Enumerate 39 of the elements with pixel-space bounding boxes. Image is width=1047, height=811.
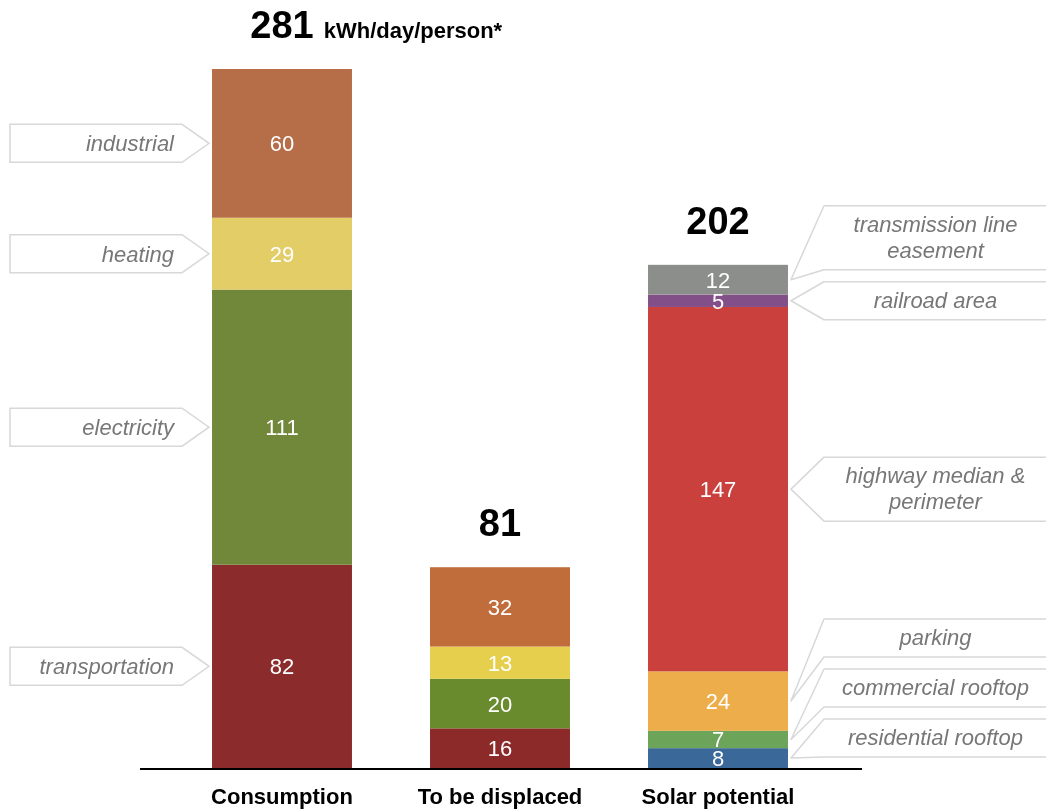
bar — [648, 748, 788, 768]
bar — [648, 730, 788, 749]
bar — [648, 294, 788, 307]
data-label: 16 — [487, 736, 513, 762]
text: highway median & perimeter — [845, 463, 1026, 515]
text: residential rooftop — [848, 725, 1023, 750]
bar — [430, 678, 570, 729]
total-label: 202 — [686, 199, 750, 242]
data-label: 60 — [269, 131, 295, 157]
bar — [212, 564, 352, 768]
bar — [430, 646, 570, 679]
bar — [212, 289, 352, 565]
total-label: 81 — [478, 502, 522, 545]
data-label: 8 — [711, 746, 725, 772]
text: transmission line easement — [853, 211, 1018, 263]
x-tick-label: To be displaced — [417, 784, 583, 809]
series-label: heating — [101, 241, 175, 267]
series-label: industrial — [85, 131, 176, 157]
bar — [212, 69, 352, 218]
bar — [430, 728, 570, 768]
text: railroad area — [873, 287, 998, 313]
data-label: 82 — [269, 654, 295, 680]
series-label: electricity — [82, 415, 177, 441]
data-label: 29 — [269, 241, 295, 267]
text: kWh/day/person* — [323, 18, 503, 43]
data-label: 13 — [487, 650, 513, 676]
data-label: 32 — [487, 594, 513, 620]
series-label: transportation — [39, 654, 175, 680]
x-tick-label: Consumption — [211, 784, 353, 809]
data-label: 24 — [705, 689, 731, 715]
x-tick-label: Solar potential — [641, 784, 795, 809]
bar — [430, 567, 570, 647]
data-label: 20 — [487, 691, 513, 717]
data-label: 111 — [265, 415, 299, 441]
text: commercial rooftop — [841, 675, 1030, 700]
total-label: 281 — [250, 4, 314, 46]
data-label: 147 — [699, 477, 737, 503]
text: parking — [898, 625, 973, 650]
bar — [648, 264, 788, 295]
